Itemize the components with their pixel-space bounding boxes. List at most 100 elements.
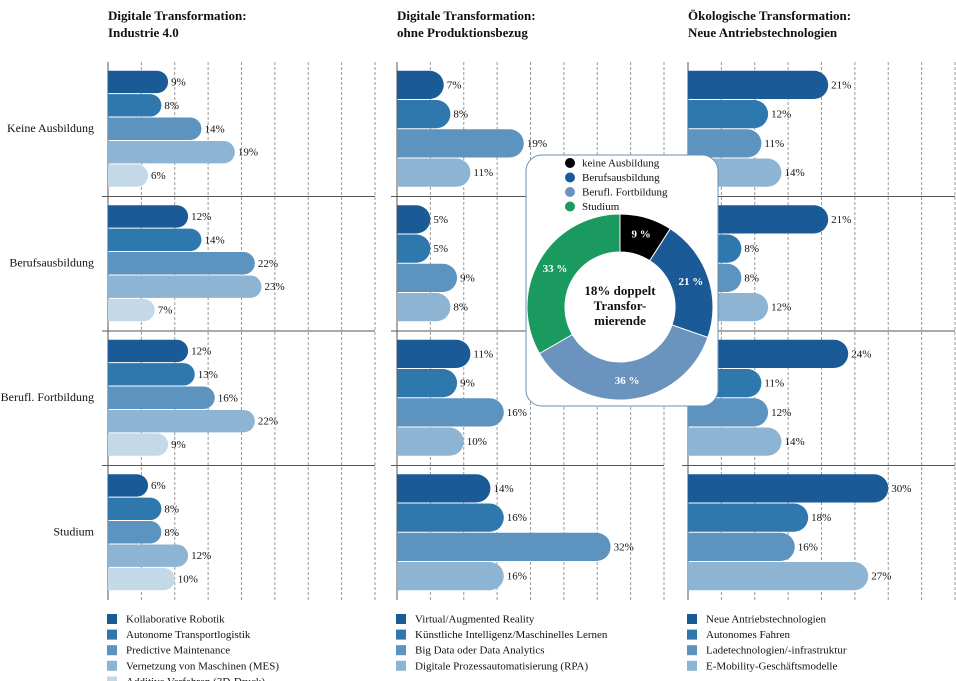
panel-title: Digitale Transformation: [397, 8, 536, 23]
bar [108, 117, 202, 140]
legend-label: Autonomes Fahren [706, 629, 791, 641]
donut-slice [526, 213, 621, 355]
value-label: 9% [171, 439, 186, 451]
panel-title: Industrie 4.0 [108, 25, 179, 40]
value-label: 12% [191, 211, 211, 223]
bar [397, 398, 504, 427]
value-label: 5% [433, 214, 448, 226]
value-label: 18% [811, 512, 831, 524]
legend-label: Ladetechnologien/-infrastruktur [706, 645, 847, 657]
donut-slice [538, 324, 709, 401]
value-label: 11% [473, 348, 493, 360]
bar [108, 474, 149, 497]
value-label: 12% [771, 302, 791, 314]
category-label: Berufsausbildung [9, 256, 94, 270]
bar [108, 409, 255, 433]
slice-label: 21 % [679, 276, 704, 288]
category-label: Berufl. Fortbildung [1, 390, 94, 404]
slice-label: 36 % [615, 375, 640, 387]
legend-marker [107, 629, 117, 640]
bar [108, 70, 169, 94]
value-label: 27% [871, 571, 891, 583]
bar [108, 544, 189, 567]
legend-label: Künstliche Intelligenz/Maschinelles Lern… [415, 629, 608, 641]
bar [397, 70, 444, 99]
slice-label: 9 % [632, 229, 651, 241]
value-label: 8% [453, 302, 468, 314]
bar [108, 339, 189, 363]
value-label: 9% [460, 378, 475, 390]
value-label: 8% [744, 243, 759, 255]
bar [688, 339, 849, 368]
legend-marker [396, 645, 406, 656]
bar [397, 339, 471, 368]
legend-marker [396, 629, 406, 640]
bar [688, 427, 782, 456]
legend-marker [107, 660, 117, 671]
value-label: 11% [764, 378, 784, 390]
bar [108, 164, 149, 187]
value-label: 6% [151, 480, 166, 492]
value-label: 12% [771, 407, 791, 419]
value-label: 16% [507, 407, 527, 419]
bar [397, 293, 451, 322]
bar [688, 532, 795, 561]
legend-label: Studium [582, 201, 620, 213]
value-label: 12% [191, 550, 211, 562]
value-label: 5% [433, 243, 448, 255]
bar [108, 252, 255, 275]
legend-label: Kollaborative Robotik [126, 614, 225, 626]
legend-label: Neue Antriebstechnologien [706, 614, 827, 626]
center-text: Transfor- [594, 298, 647, 313]
bar [108, 363, 195, 386]
legend-marker [687, 645, 697, 656]
legend-marker [565, 172, 575, 183]
legend-label: Berufl. Fortbildung [582, 187, 668, 199]
bar [108, 298, 155, 322]
value-label: 32% [614, 541, 634, 553]
bar [108, 386, 215, 409]
bar [397, 562, 504, 591]
value-label: 16% [218, 392, 238, 404]
value-label: 12% [191, 345, 211, 357]
bar [108, 275, 262, 298]
legend-label: keine Ausbildung [582, 158, 660, 170]
legend-marker [565, 187, 575, 197]
bar [108, 497, 162, 521]
value-label: 19% [527, 138, 547, 150]
slice-label: 33 % [543, 263, 568, 275]
value-label: 16% [507, 512, 527, 524]
bar [397, 369, 458, 398]
value-label: 22% [258, 416, 278, 428]
legend-label: Big Data oder Data Analytics [415, 645, 545, 657]
value-label: 10% [467, 436, 487, 448]
bar [397, 474, 491, 503]
value-label: 9% [171, 76, 186, 88]
value-label: 13% [198, 369, 218, 381]
bar [108, 140, 235, 164]
value-label: 30% [891, 483, 911, 495]
bar [397, 129, 524, 158]
bar [397, 427, 464, 456]
bar [397, 532, 611, 561]
value-label: 19% [238, 147, 258, 159]
bar [688, 205, 829, 234]
value-label: 11% [473, 167, 493, 179]
bar [397, 158, 471, 187]
value-label: 16% [507, 571, 527, 583]
value-label: 12% [771, 109, 791, 121]
bar [108, 228, 202, 252]
value-label: 10% [178, 574, 198, 586]
panel-title: ohne Produktionsbezug [397, 25, 528, 40]
value-label: 8% [164, 100, 179, 112]
legend-label: Additive Verfahren (3D-Druck) [126, 676, 265, 681]
value-label: 21% [831, 214, 851, 226]
category-label: Keine Ausbildung [7, 121, 94, 135]
bar [688, 100, 769, 129]
bar [688, 503, 809, 532]
legend-marker [687, 629, 697, 640]
bar [397, 234, 431, 263]
value-label: 9% [460, 272, 475, 284]
value-label: 8% [164, 503, 179, 515]
value-label: 7% [158, 305, 173, 317]
